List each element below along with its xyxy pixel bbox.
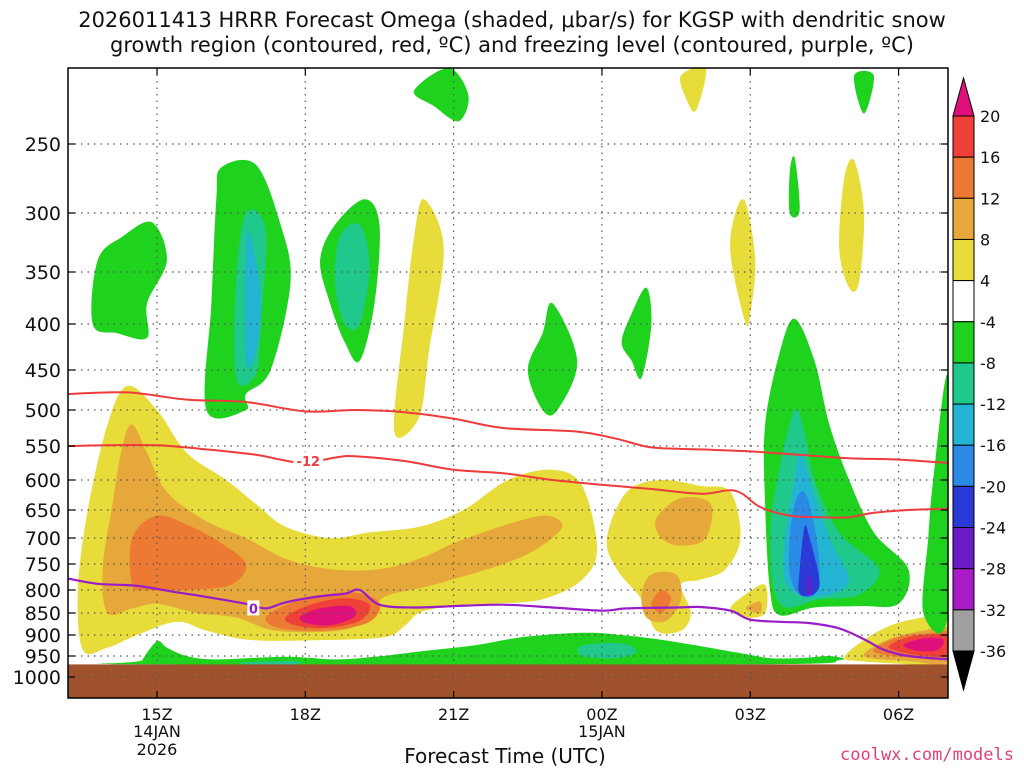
omega-region bbox=[96, 632, 845, 665]
ground-surface bbox=[68, 664, 948, 698]
x-axis-title: Forecast Time (UTC) bbox=[404, 744, 606, 768]
omega-region bbox=[577, 643, 637, 659]
x-tick-label: 21Z bbox=[438, 705, 469, 724]
dendritic-label-bg bbox=[293, 451, 324, 468]
y-tick-label: 950 bbox=[25, 646, 61, 668]
credit-link[interactable]: coolwx.com/models bbox=[840, 745, 1014, 765]
x-tick-label: 15Z bbox=[141, 705, 172, 724]
grid bbox=[68, 68, 948, 698]
colorbar-label: -36 bbox=[980, 642, 1006, 661]
freezing-label-bg bbox=[247, 600, 260, 616]
omega-region bbox=[853, 70, 875, 114]
y-tick-label: 350 bbox=[25, 262, 61, 284]
colorbar-label: 4 bbox=[980, 272, 990, 291]
colorbar-label: 8 bbox=[980, 230, 990, 249]
colorbar-bin bbox=[952, 115, 975, 158]
chart-title-line2: growth region (contoured, red, ºC) and f… bbox=[110, 33, 914, 57]
x-tick-label: 00Z bbox=[586, 705, 617, 724]
omega-region bbox=[807, 574, 813, 596]
y-tick-label: 1000 bbox=[13, 667, 61, 689]
y-tick-label: 450 bbox=[25, 360, 61, 382]
contour-lines: -12 0 bbox=[68, 391, 948, 661]
omega-region bbox=[413, 68, 469, 122]
omega-region bbox=[798, 525, 820, 597]
omega-region bbox=[745, 601, 762, 614]
dendritic-contour-line bbox=[68, 391, 948, 464]
colorbar-bin bbox=[952, 156, 975, 199]
omega-region bbox=[903, 637, 944, 652]
colorbar-label: -24 bbox=[980, 519, 1006, 538]
x-tick-label: 06Z bbox=[883, 705, 914, 724]
omega-region bbox=[245, 230, 261, 369]
y-tick-label: 850 bbox=[25, 603, 61, 625]
freezing-level-line bbox=[68, 577, 948, 661]
dendritic-contour-line bbox=[68, 443, 948, 519]
x-tick-label: 18Z bbox=[290, 705, 321, 724]
colorbar-label: -16 bbox=[980, 436, 1006, 455]
colorbar-label: -12 bbox=[980, 395, 1006, 414]
colorbar-label: -4 bbox=[980, 313, 996, 332]
y-tick-label: 700 bbox=[25, 528, 61, 550]
colorbar-bin bbox=[952, 527, 975, 570]
omega-region bbox=[393, 199, 444, 438]
omega-region bbox=[730, 199, 756, 327]
omega-region bbox=[655, 496, 713, 546]
colorbar-bin bbox=[952, 444, 975, 487]
omega-shading bbox=[77, 68, 948, 668]
dendritic-contour-label: -12 bbox=[297, 455, 321, 470]
x-tick-label: 03Z bbox=[735, 705, 766, 724]
y-tick-label: 900 bbox=[25, 625, 61, 647]
colorbar-label: 16 bbox=[980, 148, 1000, 167]
colorbar-label: -8 bbox=[980, 354, 996, 373]
omega-region bbox=[129, 515, 247, 591]
y-tick-label: 400 bbox=[25, 314, 61, 336]
y-tick-label: 300 bbox=[25, 203, 61, 225]
colorbar: 20 16 12 8 4 -4 -8 -12 -16 -20 -24 -28 -32 -36 bbox=[952, 76, 1006, 692]
chart-title-line1: 2026011413 HRRR Forecast Omega (shaded, … bbox=[78, 8, 946, 32]
omega-region bbox=[680, 68, 707, 112]
omega-region bbox=[527, 302, 578, 416]
colorbar-bin bbox=[952, 238, 975, 282]
y-tick-label: 650 bbox=[25, 500, 61, 522]
x-tick-date: 15JAN bbox=[578, 722, 626, 741]
omega-region bbox=[788, 155, 800, 218]
x-tick-year: 2026 bbox=[137, 740, 178, 759]
colorbar-bin bbox=[952, 568, 975, 611]
y-tick-label: 600 bbox=[25, 470, 61, 492]
y-tick-label: 250 bbox=[25, 134, 61, 156]
omega-region bbox=[334, 223, 370, 331]
colorbar-bottom-arrow bbox=[952, 650, 975, 692]
colorbar-label: -32 bbox=[980, 601, 1006, 620]
omega-region bbox=[839, 158, 865, 292]
plot-frame bbox=[67, 67, 949, 699]
colorbar-bin bbox=[952, 362, 975, 405]
omega-region bbox=[621, 287, 652, 380]
y-axis: 2503003504004505005506006507007508008509… bbox=[13, 134, 948, 689]
y-tick-label: 800 bbox=[25, 580, 61, 602]
colorbar-label: 20 bbox=[980, 107, 1000, 126]
colorbar-top-arrow bbox=[952, 76, 975, 117]
colorbar-bin bbox=[952, 609, 975, 652]
colorbar-label: 12 bbox=[980, 189, 1000, 208]
y-tick-label: 550 bbox=[25, 436, 61, 458]
colorbar-bin bbox=[952, 280, 975, 323]
colorbar-label: -28 bbox=[980, 560, 1006, 579]
colorbar-bin bbox=[952, 321, 975, 364]
omega-region bbox=[239, 660, 302, 665]
colorbar-label: -20 bbox=[980, 477, 1006, 496]
omega-region bbox=[91, 221, 167, 340]
colorbar-bin bbox=[952, 197, 975, 240]
freezing-contour-label: 0 bbox=[249, 602, 258, 617]
omega-region bbox=[299, 605, 357, 626]
colorbar-bin bbox=[952, 403, 975, 446]
colorbar-bin bbox=[952, 485, 975, 529]
y-tick-label: 500 bbox=[25, 400, 61, 422]
x-tick-date: 14JAN bbox=[133, 722, 181, 741]
y-tick-label: 750 bbox=[25, 554, 61, 576]
omega-region bbox=[922, 374, 948, 634]
